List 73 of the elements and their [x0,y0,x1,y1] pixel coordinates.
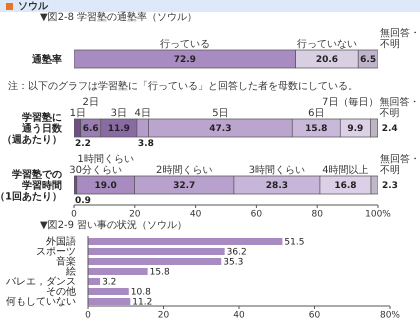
y-tick-label: スポーツ [36,246,76,258]
y-tick-label: その他 [46,286,76,298]
y-tick-label: 音楽 [56,256,76,268]
series-label: 30分くらい [69,164,122,176]
y-tick-label: 通塾率 [31,54,62,66]
data-label: 19.0 [94,181,117,192]
data-label: 51.5 [284,238,304,248]
data-label: 9.9 [347,124,364,134]
series-label: 行っている [160,39,210,50]
series-label: 1時間くらい [77,153,134,165]
data-label: 2.4 [382,124,398,134]
series-label: 6日 [308,108,324,119]
annotation: 注：以下のグラフは学習塾に「行っている」と回答した者を母数にしている。 [7,81,359,93]
series-label: 7日（毎日） [322,96,378,108]
bar [88,238,282,245]
data-label: 16.8 [334,181,357,192]
series-label: 2時間くらい [156,164,212,176]
x-tick-label: 40 [233,310,245,320]
data-label: 32.7 [173,181,196,192]
chart-title: ▼図2-9 習い事の状況（ソウル） [39,220,188,232]
bar [88,288,129,295]
data-label: 11.2 [132,298,152,308]
bar [88,258,222,265]
data-label: 11.9 [108,124,130,134]
x-tick-label: 20 [129,209,141,220]
data-label: 20.6 [316,55,338,66]
data-label: 2.3 [382,181,398,192]
data-label: 28.3 [266,181,288,192]
y-tick-label: バレエ，ダンス [5,276,76,288]
data-label: 3.8 [138,139,154,150]
bar [88,248,225,255]
data-label: 47.3 [209,124,232,134]
x-tick-label: 20 [158,310,170,320]
y-tick-label: 学習塾での学習時間（1回あたり） [0,168,62,202]
bar [88,268,148,275]
data-label: 35.3 [223,258,244,268]
x-tick-label: 60 [308,310,320,320]
x-tick-label: 60 [250,209,262,220]
chart-title: ソウル [18,0,48,12]
data-label: 3.2 [102,278,116,288]
series-label: 3時間くらい [248,164,306,176]
data-label: 15.8 [150,268,170,278]
series-label: 4日 [134,108,151,119]
x-tick-label: 80% [380,310,400,320]
bar [88,298,130,305]
series-label: 1日 [70,108,86,119]
series-label: 無回答・不明 [380,96,420,119]
data-label: 6.6 [82,124,99,134]
series-label: 4時間以上 [322,164,369,176]
series-label: 5日 [212,108,229,119]
data-label: 72.9 [174,55,196,66]
series-label: 無回答・不明 [380,27,420,50]
x-tick-label: 0 [85,310,92,320]
data-label: 15.8 [305,124,328,134]
series-label: 行っていない [296,39,357,50]
series-label: 3日 [110,108,128,119]
x-tick-label: 100% [365,209,392,220]
bar [88,278,100,285]
series-label: 無回答・不明 [380,153,420,176]
series-label: 2日 [82,97,99,108]
data-label: 2.2 [75,139,91,150]
chart-subtitle: ▼図2-8 学習塾の通塾率（ソウル） [39,12,198,24]
x-tick-label: 0 [71,209,78,220]
data-label: 10.8 [130,288,152,298]
y-tick-label: 外国語 [46,236,76,248]
x-tick-label: 40 [190,209,202,220]
data-label: 0.9 [75,196,91,206]
y-tick-label: 何もしていない [6,296,76,308]
y-tick-label: 絵 [65,266,76,278]
x-tick-label: 80 [311,209,324,220]
y-tick-label: 学習塾に通う日数（週あたり） [2,112,63,146]
data-label: 36.2 [226,248,247,258]
data-label: 6.5 [360,55,376,66]
